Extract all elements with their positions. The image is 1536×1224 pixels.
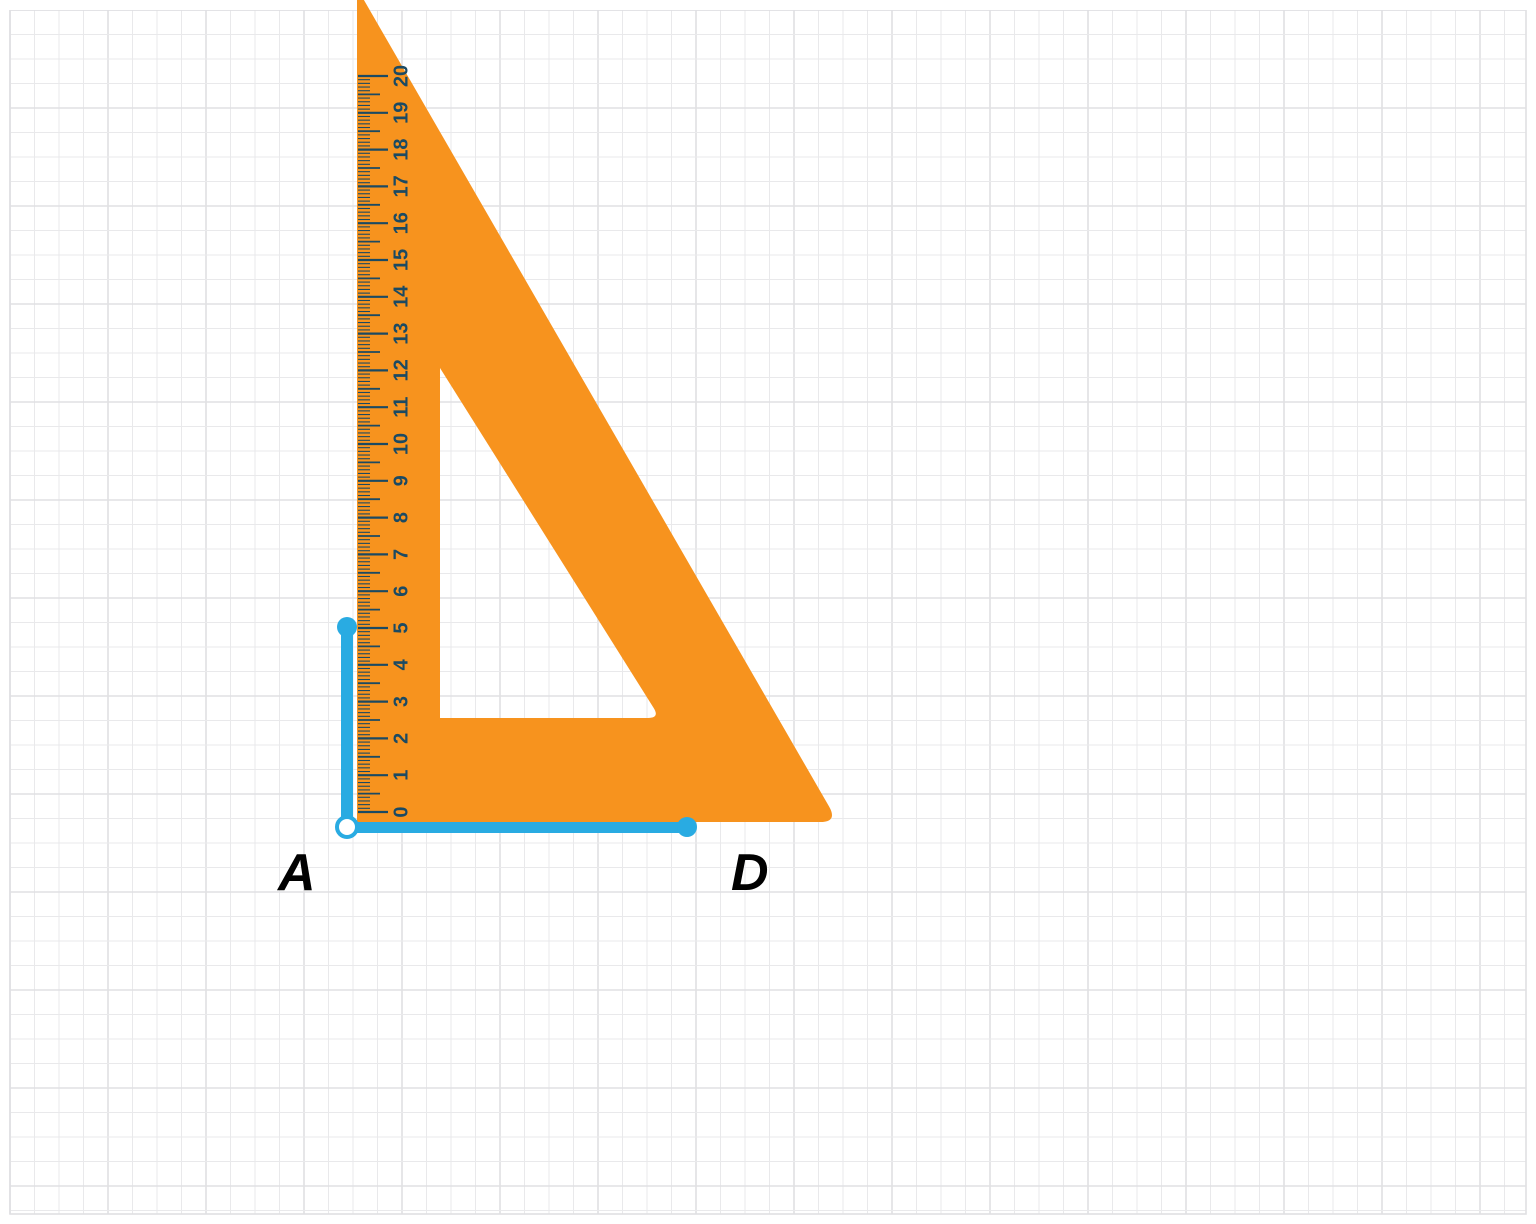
diagram-canvas: 01234567891011121314151617181920 A D (0, 0, 1536, 1224)
svg-text:5: 5 (390, 622, 412, 633)
svg-text:16: 16 (390, 212, 412, 234)
svg-text:4: 4 (390, 658, 412, 670)
svg-text:12: 12 (390, 359, 412, 381)
svg-text:14: 14 (390, 285, 412, 308)
svg-text:13: 13 (390, 322, 412, 344)
svg-text:18: 18 (390, 138, 412, 160)
point-label-d: D (731, 843, 769, 903)
point-label-a: A (278, 843, 316, 903)
set-square (357, 0, 832, 822)
svg-text:8: 8 (390, 512, 412, 523)
svg-text:19: 19 (390, 102, 412, 124)
svg-text:3: 3 (390, 696, 412, 707)
svg-text:20: 20 (390, 65, 412, 87)
svg-text:6: 6 (390, 586, 412, 597)
svg-text:10: 10 (390, 433, 412, 455)
svg-text:17: 17 (390, 175, 412, 197)
svg-text:1: 1 (390, 770, 412, 781)
svg-text:15: 15 (390, 249, 412, 271)
svg-text:0: 0 (390, 806, 412, 817)
svg-text:7: 7 (390, 549, 412, 560)
svg-text:11: 11 (390, 397, 412, 418)
svg-text:9: 9 (390, 475, 412, 486)
geometry-diagram: 01234567891011121314151617181920 (0, 0, 1536, 1224)
svg-text:2: 2 (390, 733, 412, 744)
